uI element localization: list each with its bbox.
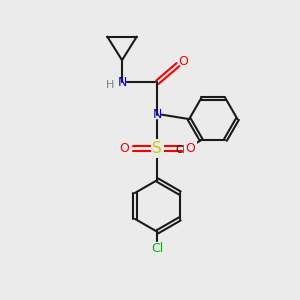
Text: N: N bbox=[117, 76, 127, 89]
Text: O: O bbox=[119, 142, 129, 155]
Text: N: N bbox=[153, 108, 162, 121]
Text: Cl: Cl bbox=[151, 242, 164, 254]
Text: O: O bbox=[185, 142, 195, 155]
Text: CH₃: CH₃ bbox=[176, 145, 195, 155]
Text: O: O bbox=[178, 55, 188, 68]
Text: H: H bbox=[106, 80, 114, 90]
Text: S: S bbox=[152, 141, 162, 156]
